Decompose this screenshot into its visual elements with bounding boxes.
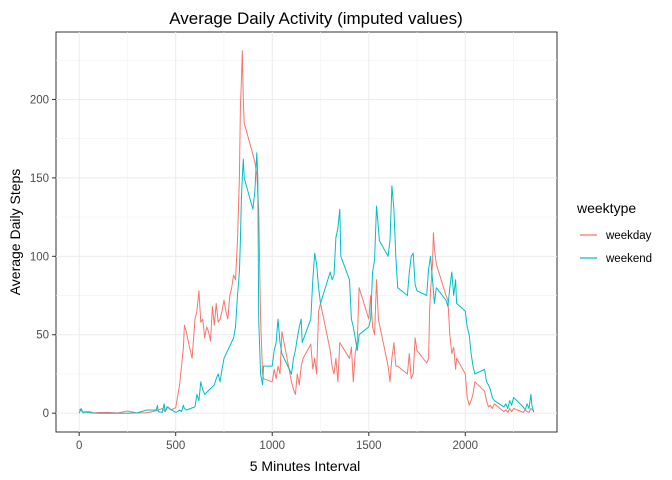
legend-title: weektype <box>576 200 636 216</box>
y-tick-label: 150 <box>30 173 49 185</box>
legend-label-weekday: weekday <box>605 230 652 242</box>
x-tick-label: 2000 <box>452 440 478 452</box>
x-tick-label: 1000 <box>259 440 285 452</box>
series-layer <box>78 50 535 414</box>
legend: weektype weekday weekend <box>576 200 652 265</box>
legend-label-weekend: weekend <box>605 253 652 265</box>
y-tick-label: 200 <box>30 94 49 106</box>
x-tick-label: 500 <box>166 440 185 452</box>
axis-ticks: 0 500 1000 1500 2000 0 50 100 150 200 <box>30 94 478 452</box>
y-axis-title: Average Daily Steps <box>7 169 23 296</box>
y-tick-label: 0 <box>43 408 49 420</box>
x-tick-label: 0 <box>76 440 82 452</box>
y-tick-label: 100 <box>30 251 49 263</box>
plot-panel <box>55 31 558 433</box>
x-axis-title: 5 Minutes Interval <box>250 458 361 474</box>
y-tick-label: 50 <box>36 330 49 342</box>
x-tick-label: 1500 <box>356 440 382 452</box>
chart-title: Average Daily Activity (imputed values) <box>169 9 463 28</box>
series-line-weekend <box>78 152 535 414</box>
series-line-weekday <box>78 50 535 414</box>
